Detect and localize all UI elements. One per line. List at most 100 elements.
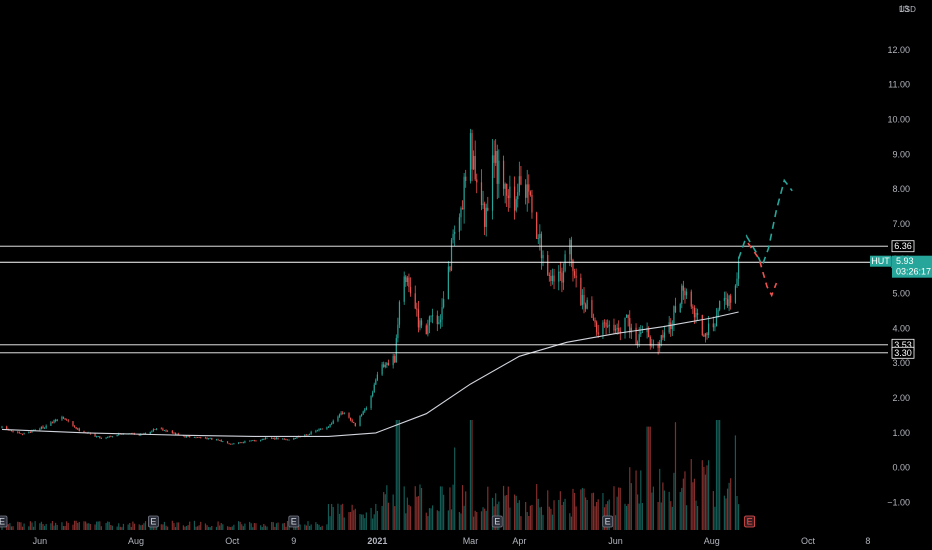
y-axis[interactable]: 12.0011.0010.009.008.007.006.005.004.003… [870,4,932,508]
candle-body [474,155,476,180]
volume-bar [39,523,41,530]
candle-body [294,438,296,439]
volume-bar [553,500,555,530]
candle-body [187,435,189,437]
volume-bar [406,497,408,530]
candle-body [23,433,25,435]
candle-body [349,417,352,421]
candle-body [708,323,710,336]
earnings-marker-4[interactable]: E [602,515,614,528]
candle-body [439,319,442,323]
candle-body [293,438,295,440]
volume-bar [670,501,672,530]
volume-bar [624,503,626,530]
volume-bar [558,499,560,530]
volume-bar [253,523,255,530]
volume-bar [72,524,74,530]
horizontal-levels[interactable] [0,245,888,354]
candle-body [51,422,54,424]
candle-body [174,432,177,435]
volume-bar [237,521,240,530]
level-price-tag-text: 6.36 [894,241,912,251]
currency-label[interactable]: USD [899,5,916,14]
projection-drawings[interactable] [737,178,793,298]
volume-bar [395,420,397,530]
candle-body [395,338,397,363]
volume-bar [348,512,350,530]
candle-body [730,295,732,303]
candle-body [226,441,229,444]
candle-body [206,437,208,440]
volume-bar [476,511,478,530]
upcoming-earnings-marker[interactable]: E [744,515,756,528]
volume-bar [127,524,129,530]
volume-bar [51,520,54,530]
level-price-tag-0[interactable]: 6.36 [891,240,915,253]
earnings-marker-0[interactable]: E [0,515,8,528]
volume-bar [206,525,208,530]
volume-bar [719,420,721,530]
volume-bar [105,522,107,530]
x-axis[interactable]: Jun Aug Oct 9 2021 Mar Apr Jun Aug Oct 8 [33,536,871,546]
volume-bar [734,435,737,530]
volume-bar [584,497,587,530]
earnings-marker-box [288,515,300,528]
candle-body [351,420,353,422]
volume-bar [619,487,621,530]
earnings-marker-2[interactable]: E [288,515,300,528]
candle-body [581,295,584,306]
candle-body [204,437,207,439]
candle-body [504,183,506,189]
volume-bar [228,526,230,530]
volume-bar [514,494,516,530]
volume-bar [685,505,688,530]
candle-body [10,429,13,432]
candle-body [561,272,563,283]
volume-bar [583,488,585,530]
bearish-projection[interactable] [747,242,778,298]
volume-bar [525,501,527,530]
volume-bar [67,522,69,530]
volume-bar [119,526,121,530]
candle-body [20,433,22,435]
volume-bar [285,526,287,530]
volume-bar [211,525,213,530]
candle-body [116,434,118,437]
candle-body [21,433,24,435]
candle-body [605,322,607,327]
candle-body [354,423,356,426]
volume-bar [725,498,727,530]
candle-body [679,304,681,313]
upcoming-earnings-box [744,515,756,528]
candle-body [682,285,684,291]
level-price-tag-3[interactable]: 3.30 [891,346,915,359]
earnings-marker-1[interactable]: E [148,515,159,528]
volume-bar [31,522,33,530]
candle-body [372,392,374,396]
candle-body [200,437,202,439]
y-tick-label: 9.00 [892,149,910,159]
candle-body [94,433,96,437]
candle-body [405,276,407,283]
candle-body [624,317,626,334]
candle-body [408,277,410,288]
volume-bar [83,521,85,530]
candle-body [692,306,694,309]
candle-body [443,299,445,308]
volume-bar [394,506,396,530]
earnings-marker-3[interactable]: E [491,515,503,528]
volume-bar [417,496,419,530]
volume-bar [520,516,522,530]
bullish-projection[interactable] [737,178,793,268]
candle-body [365,408,367,410]
candle-body [515,199,517,211]
volume-bar [507,486,509,530]
volume-bar [286,520,289,530]
candle-body [231,443,233,445]
volume-bar [484,508,486,530]
candle-body [551,275,554,281]
volume-bar [550,508,552,530]
